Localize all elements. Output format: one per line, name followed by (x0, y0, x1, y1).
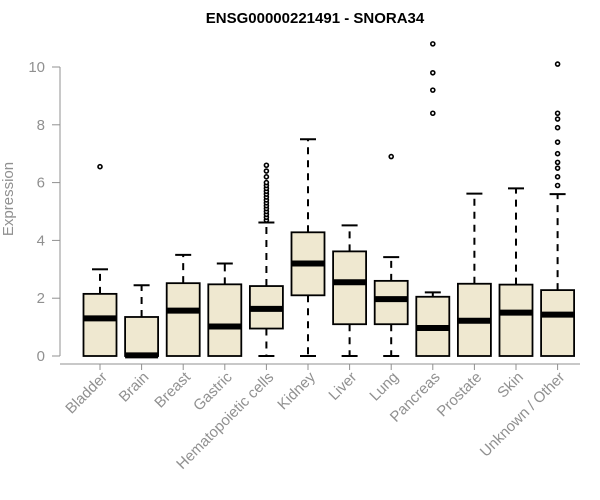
outlier-point (388, 153, 395, 160)
outlier-point (263, 168, 270, 174)
box (498, 283, 534, 357)
y-tick-label: 0 (37, 348, 45, 365)
x-tick-label: Prostate (434, 369, 486, 421)
x-tick-label: Liver (325, 369, 360, 404)
chart-title: ENSG00000221491 - SNORA34 (206, 10, 425, 27)
outlier-point (429, 41, 436, 47)
box-kidney (290, 138, 326, 357)
outlier-point (554, 182, 561, 189)
outlier-point (263, 179, 270, 186)
outlier-point (429, 69, 436, 76)
outlier-point (554, 139, 561, 145)
box (373, 279, 409, 326)
outlier-point (554, 124, 561, 131)
y-tick-label: 6 (37, 175, 45, 192)
outlier-point (263, 162, 270, 169)
y-tick-label: 10 (28, 59, 45, 76)
box-breast (165, 253, 201, 357)
y-tick-label: 4 (37, 232, 45, 249)
box (207, 283, 243, 357)
box-prostate (456, 192, 492, 357)
box-gastric (207, 262, 243, 357)
box-brain (124, 284, 159, 359)
y-tick-label: 2 (37, 290, 45, 307)
box-liver (332, 224, 368, 357)
y-axis: 0 2 4 6 8 10 (28, 59, 61, 365)
outlier-point (554, 61, 561, 67)
outlier-point (554, 159, 561, 166)
box (540, 289, 575, 357)
box (82, 292, 118, 357)
outlier-point (554, 165, 561, 171)
x-tick-label: Bladder (62, 369, 111, 418)
x-tick-label: Skin (494, 369, 527, 402)
box-pancreas (415, 41, 451, 357)
y-axis-label: Expression (0, 162, 17, 236)
outlier-point (554, 174, 561, 180)
box (332, 250, 368, 326)
x-tick-label: Kidney (274, 368, 319, 413)
box-unknown-other (540, 61, 575, 357)
box-lung (373, 153, 409, 357)
outlier-point (263, 174, 270, 180)
box-hematopoietic-cells (248, 162, 284, 357)
box-skin (498, 187, 534, 357)
box (124, 316, 159, 357)
outlier-point (97, 163, 103, 170)
outlier-point (429, 110, 436, 117)
plot-area (82, 41, 575, 359)
outlier-point (554, 110, 561, 117)
outlier-point (429, 87, 436, 93)
x-tick-label: Breast (151, 368, 194, 411)
outlier-point (554, 116, 561, 122)
outlier-point (554, 150, 561, 157)
box-bladder (82, 163, 118, 357)
box (165, 282, 201, 357)
y-tick-label: 8 (37, 117, 45, 134)
x-tick-label: Lung (366, 369, 402, 405)
x-tick-label: Brain (116, 369, 153, 406)
